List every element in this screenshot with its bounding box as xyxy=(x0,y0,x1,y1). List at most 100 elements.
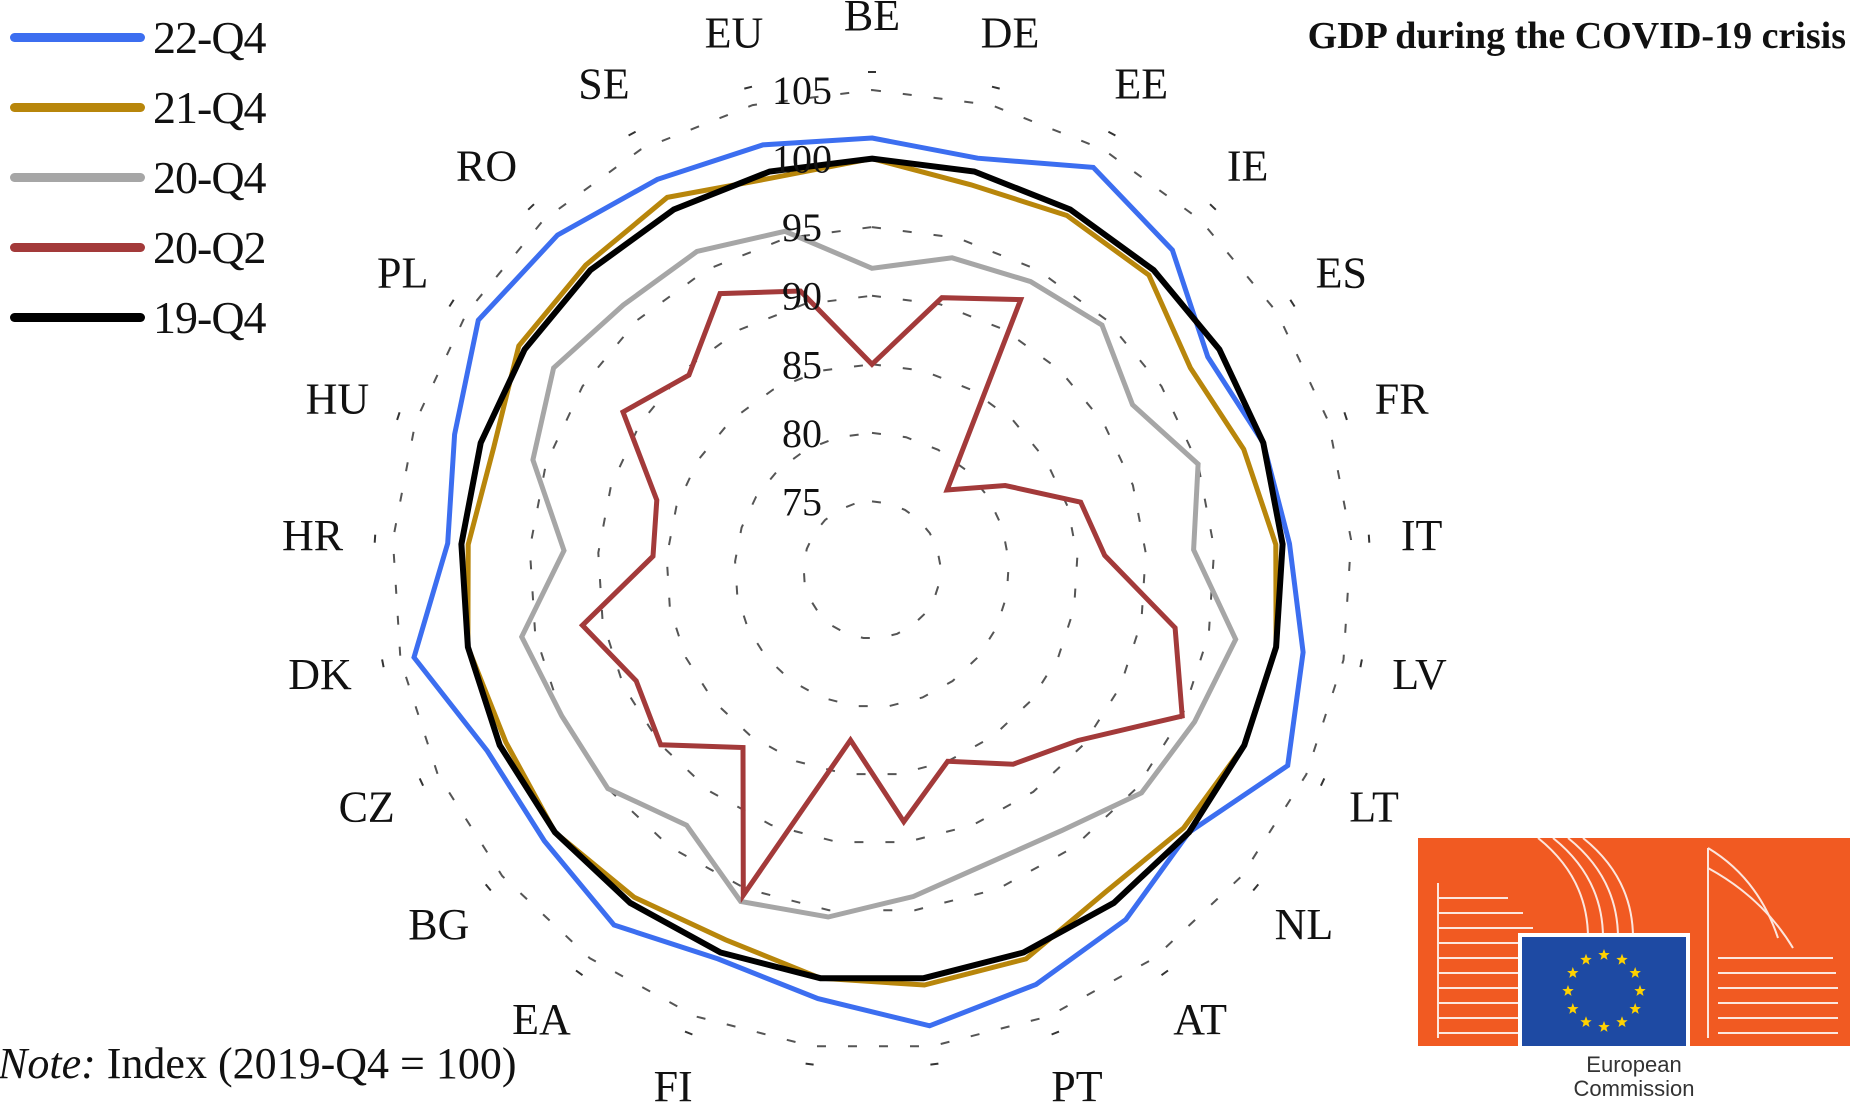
eu-star-icon xyxy=(1598,1021,1610,1032)
axis-tick-mark xyxy=(1051,1030,1060,1036)
axis-tick-mark xyxy=(448,299,455,308)
eu-star-icon xyxy=(1629,1003,1641,1014)
eu-star-icon xyxy=(1634,985,1646,996)
eu-star-icon xyxy=(1567,1003,1579,1014)
series-line-20-q2 xyxy=(578,288,1185,904)
gridline-ring xyxy=(665,363,1079,776)
legend-item-19-q4: 19-Q4 xyxy=(10,282,267,352)
legend-label: 20-Q2 xyxy=(153,221,267,273)
radial-tick-label: 95 xyxy=(782,205,822,250)
axis-tick-mark xyxy=(744,85,753,90)
chart-legend: 22-Q4 21-Q4 20-Q4 20-Q2 19-Q4 xyxy=(10,2,267,352)
radial-tick-label: 100 xyxy=(772,137,832,182)
category-label-nl: NL xyxy=(1275,900,1334,949)
category-label-ea: EA xyxy=(512,995,571,1044)
axis-tick-mark xyxy=(1209,203,1217,211)
legend-swatch xyxy=(10,32,145,42)
axis-tick-mark xyxy=(381,659,385,668)
axis-tick-mark xyxy=(575,969,584,977)
chart-title: GDP during the COVID-19 crisis xyxy=(1307,15,1846,57)
axis-tick-mark xyxy=(930,1062,939,1066)
legend-label: 19-Q4 xyxy=(153,291,267,343)
axis-tick-mark xyxy=(396,411,401,421)
axis-tick-mark xyxy=(1289,299,1296,308)
radar-category-labels: BE DE EE IE ES FR IT LV LT NL AT PT SI SK FI EA BG CZ DK HR… xyxy=(282,0,1447,1105)
radial-tick-label: 75 xyxy=(782,479,822,524)
eu-star-icon xyxy=(1629,967,1641,978)
logo-text-line1: European xyxy=(1586,1052,1682,1077)
category-label-hu: HU xyxy=(306,375,370,424)
category-label-be: BE xyxy=(844,0,900,40)
radial-tick-label: 85 xyxy=(782,342,822,387)
category-label-es: ES xyxy=(1316,249,1367,298)
axis-tick-mark xyxy=(991,85,1000,90)
series-line-22-q4 xyxy=(411,135,1306,1029)
legend-swatch xyxy=(10,312,145,322)
category-label-ro: RO xyxy=(456,141,517,190)
category-label-se: SE xyxy=(578,60,629,109)
series-line-21-q4 xyxy=(465,156,1279,988)
axis-tick-mark xyxy=(1319,777,1326,787)
legend-item-21-q4: 21-Q4 xyxy=(10,72,267,142)
category-label-fi: FI xyxy=(654,1062,693,1105)
category-label-cz: CZ xyxy=(339,782,395,831)
eu-star-icon xyxy=(1616,953,1628,965)
eu-star-icon xyxy=(1562,985,1574,996)
series-line-20-q4 xyxy=(518,228,1239,920)
gridline-ring xyxy=(802,500,942,639)
legend-label: 22-Q4 xyxy=(153,11,267,63)
legend-label: 21-Q4 xyxy=(153,81,267,133)
legend-label: 20-Q4 xyxy=(153,151,267,203)
note-text: Index (2019-Q4 = 100) xyxy=(95,1039,517,1088)
category-label-si: SI xyxy=(922,1097,961,1105)
category-label-ie: IE xyxy=(1227,141,1269,190)
category-label-it: IT xyxy=(1401,511,1443,560)
axis-tick-mark xyxy=(373,534,377,543)
category-label-sk: SK xyxy=(774,1097,830,1105)
axis-tick-mark xyxy=(1252,883,1260,892)
axis-tick-mark xyxy=(418,777,425,787)
note-label: Note: xyxy=(0,1039,96,1088)
category-label-ee: EE xyxy=(1114,60,1168,109)
radial-tick-label: 80 xyxy=(782,411,822,456)
category-label-de: DE xyxy=(981,8,1040,57)
axis-tick-mark xyxy=(1367,534,1371,543)
logo-building-graphic xyxy=(1418,838,1850,1046)
category-label-lt: LT xyxy=(1349,782,1399,831)
axis-tick-mark xyxy=(1107,130,1116,137)
axis-tick-mark xyxy=(484,883,492,892)
axis-tick-mark xyxy=(1343,411,1348,421)
axis-tick-mark xyxy=(1160,969,1169,977)
eu-star-icon xyxy=(1580,953,1592,965)
category-label-bg: BG xyxy=(408,900,469,949)
axis-tick-mark xyxy=(684,1030,693,1036)
eu-star-icon xyxy=(1598,949,1610,960)
category-label-pt: PT xyxy=(1051,1062,1102,1105)
category-label-hr: HR xyxy=(282,511,344,560)
legend-swatch xyxy=(10,172,145,182)
category-label-dk: DK xyxy=(288,650,352,699)
category-label-fr: FR xyxy=(1375,375,1429,424)
legend-swatch xyxy=(10,102,145,112)
category-label-pl: PL xyxy=(377,249,428,298)
legend-item-20-q4: 20-Q4 xyxy=(10,142,267,212)
category-label-eu: EU xyxy=(705,8,764,57)
gridline-ring xyxy=(597,294,1147,844)
eu-star-icon xyxy=(1616,1016,1628,1027)
legend-item-20-q2: 20-Q2 xyxy=(10,212,267,282)
legend-item-22-q4: 22-Q4 xyxy=(10,2,267,72)
chart-note: Note: Index (2019-Q4 = 100) xyxy=(0,1038,517,1089)
eu-star-icon xyxy=(1580,1016,1592,1027)
axis-tick-mark xyxy=(628,130,637,137)
european-commission-logo: European Commission xyxy=(1418,838,1850,1105)
axis-tick-mark xyxy=(527,203,535,211)
radial-tick-label: 90 xyxy=(782,274,822,319)
gridline-ring xyxy=(734,431,1010,708)
category-label-at: AT xyxy=(1173,995,1227,1044)
category-label-lv: LV xyxy=(1392,650,1447,699)
radial-tick-label: 105 xyxy=(772,68,832,113)
axis-tick-mark xyxy=(1359,659,1363,668)
radar-radial-tick-labels: 75 80 85 90 95 100 105 xyxy=(772,68,832,524)
legend-swatch xyxy=(10,242,145,252)
